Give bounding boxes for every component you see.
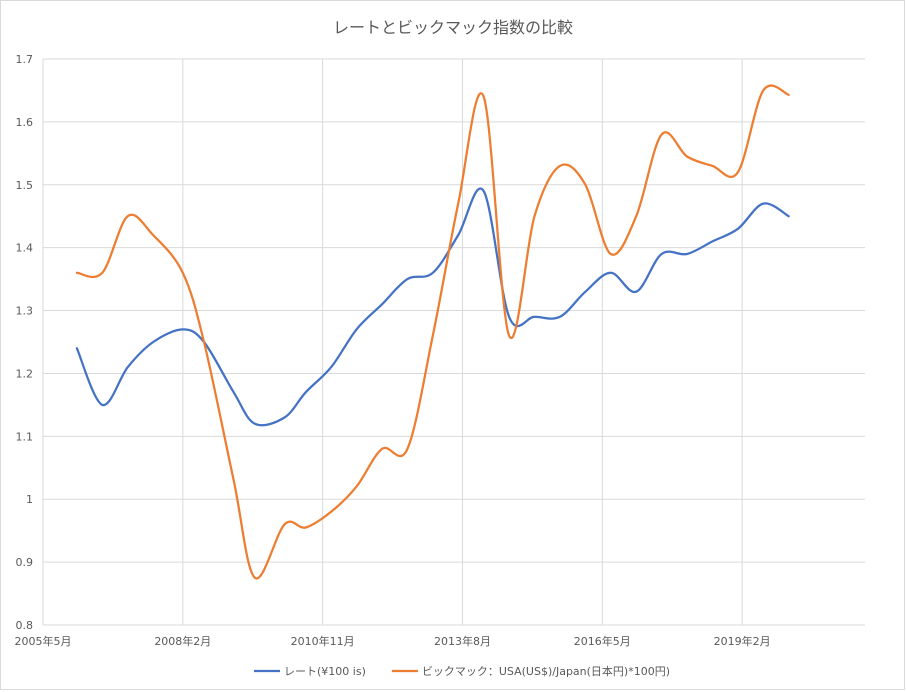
y-tick-label: 1.4 bbox=[16, 242, 34, 255]
y-tick-label: 0.8 bbox=[16, 619, 34, 632]
series-lines bbox=[75, 84, 790, 580]
legend-label-2: ビックマック：USA(US$)/Japan(日本円)*100円) bbox=[422, 664, 670, 678]
chart-title: レートとビックマック指数の比較 bbox=[333, 18, 573, 37]
gridlines bbox=[42, 58, 865, 626]
y-tick-label: 1.6 bbox=[16, 116, 34, 129]
x-tick-label: 2008年2月 bbox=[154, 634, 211, 648]
x-tick-label: 2005年5月 bbox=[15, 634, 72, 648]
x-tick-label: 2010年11月 bbox=[291, 634, 355, 648]
x-tick-label: 2013年8月 bbox=[434, 634, 491, 648]
y-tick-label: 0.9 bbox=[16, 556, 34, 569]
axes: 0.8 0.9 1 1.1 1.2 1.3 1.4 1.5 1.6 1.7 2005年5月 2008年… bbox=[15, 53, 771, 648]
legend-label-1: レート(¥100 is) bbox=[284, 665, 366, 678]
y-tick-label: 1.2 bbox=[16, 367, 34, 380]
legend: レート(¥100 is) ビックマック：USA(US$)/Japan(日本円)*1… bbox=[254, 664, 670, 678]
series-line-1 bbox=[75, 187, 790, 427]
series-line-2 bbox=[75, 84, 790, 580]
x-tick-label: 2019年2月 bbox=[714, 634, 771, 648]
y-tick-label: 1.1 bbox=[16, 430, 34, 443]
y-tick-label: 1.7 bbox=[16, 53, 34, 66]
y-tick-label: 1 bbox=[26, 493, 33, 506]
x-tick-label: 2016年5月 bbox=[574, 634, 631, 648]
y-tick-label: 1.5 bbox=[16, 179, 34, 192]
y-tick-label: 1.3 bbox=[16, 305, 34, 318]
